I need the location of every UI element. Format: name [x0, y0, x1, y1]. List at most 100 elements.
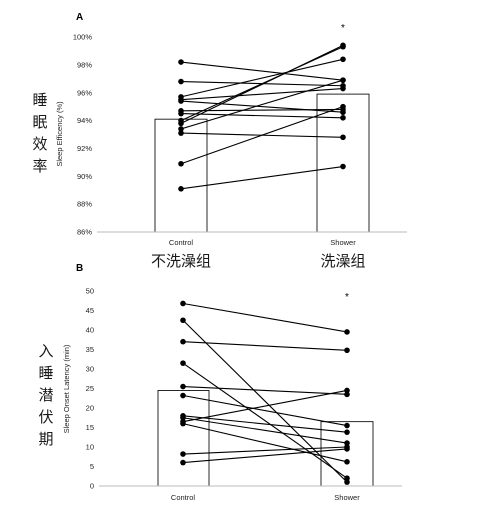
panel-b-point-control [180, 420, 186, 427]
panel-b-ylabel-cn-char: 潜 [38, 386, 53, 404]
panel-b-ylabel-cn-char: 入 [38, 342, 53, 360]
panel-b-ytick: 10 [86, 443, 94, 452]
panel-a-xtick-control: Control [169, 238, 194, 247]
panel-a-point-control [178, 160, 184, 167]
panel-b-subject-line [182, 448, 348, 464]
panel-b-ytick: 0 [90, 482, 94, 491]
panel-b-ytick: 50 [86, 287, 94, 296]
panel-b-point-shower [344, 429, 350, 435]
panel-b-point-control [180, 383, 186, 390]
panel-b-ytick: 30 [86, 365, 94, 374]
panel-b-ytick: 25 [86, 384, 94, 393]
panel-b-point-control [180, 300, 186, 307]
panel-a-point-control [178, 130, 184, 136]
panel-b-point-control [180, 459, 186, 466]
panel-a-point-control [178, 78, 184, 85]
panel-b-point-control [180, 392, 186, 399]
panel-a-point-shower [340, 134, 346, 141]
panel-a-ytick: 96% [77, 88, 92, 97]
panel-a-ytick: 90% [77, 172, 92, 181]
panel-b-ytick: 35 [86, 345, 94, 354]
panel-b-ytick: 15 [86, 423, 94, 432]
panel-a-yticks: 86% 88% 90% 92% 94% 96% 98% 100% [73, 33, 93, 237]
panel-b-subject-line [182, 341, 348, 351]
panel-b-subject-line [182, 362, 348, 479]
panel-b-ytick: 40 [86, 326, 94, 335]
panel-a-label: A [76, 12, 83, 23]
panel-a-ytick: 94% [77, 116, 92, 125]
panel-b-ytick: 20 [86, 404, 94, 413]
panel-a-subject-line [180, 46, 344, 122]
panel-b-point-control [180, 414, 186, 421]
panel-b-subject-line [182, 302, 348, 333]
panel-a-point-shower [340, 114, 346, 121]
panel-a-point-shower [340, 85, 346, 92]
panel-b-bars [157, 390, 374, 487]
panel-b-point-control [180, 317, 186, 324]
panel-b-xtick-control: Control [171, 493, 196, 502]
panel-b-subject-line [182, 386, 348, 395]
panel-b-significance: * [345, 292, 349, 303]
panel-a-ylabel: Sleep Efficency (%) [55, 101, 64, 167]
panel-a-point-shower [340, 56, 346, 63]
panel-b-yticks: 0 5 10 15 20 25 30 35 40 45 50 [86, 287, 94, 491]
panel-b-ylabel: Sleep Onset Latency (min) [62, 344, 71, 433]
panel-a-point-control [178, 120, 184, 127]
panel-b-subject-line [182, 389, 348, 423]
panel-a-ylabel-cn-char: 睡 [32, 91, 47, 109]
panel-b-subject-line [182, 394, 348, 427]
panel-b-bar-control [157, 390, 210, 487]
panel-a-point-control [178, 59, 184, 65]
panel-b-point-shower [344, 459, 350, 465]
panel-b-point-shower [344, 446, 350, 452]
panel-b-paired-lines [180, 300, 350, 485]
panel-a-subject-line [180, 58, 344, 98]
panel-b-subject-line [182, 423, 348, 463]
panel-b-point-shower [344, 329, 350, 335]
panel-a-point-shower [340, 77, 346, 83]
panel-a-point-control [178, 110, 184, 117]
panel-a-ytick: 92% [77, 144, 92, 153]
panel-a-point-control [178, 98, 184, 104]
panel-b-ylabel-cn-char: 期 [38, 430, 53, 448]
panel-b-label: B [76, 263, 83, 274]
panel-b-point-shower [344, 391, 350, 398]
panel-b-point-shower [344, 347, 350, 354]
panel-b-point-shower [344, 440, 350, 446]
panel-a-group-cn-shower: 洗澡组 [320, 252, 365, 270]
panel-a-ytick: 88% [77, 200, 92, 209]
panel-b-point-control [180, 360, 186, 366]
panel-a-subject-line [180, 61, 344, 81]
panel-b-xtick-shower: Shower [334, 493, 360, 502]
panel-a-ytick: 100% [73, 33, 93, 42]
panel-a-ytick: 98% [77, 60, 92, 69]
panel-b-ylabel-cn-char: 伏 [38, 408, 53, 426]
panel-a-xtick-shower: Shower [330, 238, 356, 247]
panel-a-bar-control [154, 118, 208, 233]
panel-a-point-shower [340, 103, 346, 110]
panel-b-subject-line [182, 415, 348, 433]
panel-a-ylabel-cn-char: 率 [32, 157, 47, 175]
panel-a-point-shower [340, 163, 346, 170]
panel-a-paired-lines [178, 42, 346, 192]
panel-a-subject-line [180, 44, 344, 124]
panel-b-point-control [180, 451, 186, 457]
panel-a-bars [154, 93, 370, 233]
panel-a-subject-line [180, 79, 344, 130]
panel-b-ytick: 5 [90, 462, 94, 471]
panel-a-subject-line [180, 87, 344, 101]
panel-a-point-shower [340, 42, 346, 49]
panel-b-point-control [180, 338, 186, 345]
panel-b-ylabel-cn-char: 睡 [38, 364, 53, 382]
panel-b-subject-line [182, 417, 348, 444]
panel-b-subject-line [182, 446, 348, 455]
panel-a-ylabel-cn-char: 效 [32, 135, 47, 153]
panel-a-ylabel-cn-char: 眠 [32, 113, 47, 131]
panel-b-point-shower [344, 387, 350, 394]
panel-a-significance: * [341, 23, 345, 34]
